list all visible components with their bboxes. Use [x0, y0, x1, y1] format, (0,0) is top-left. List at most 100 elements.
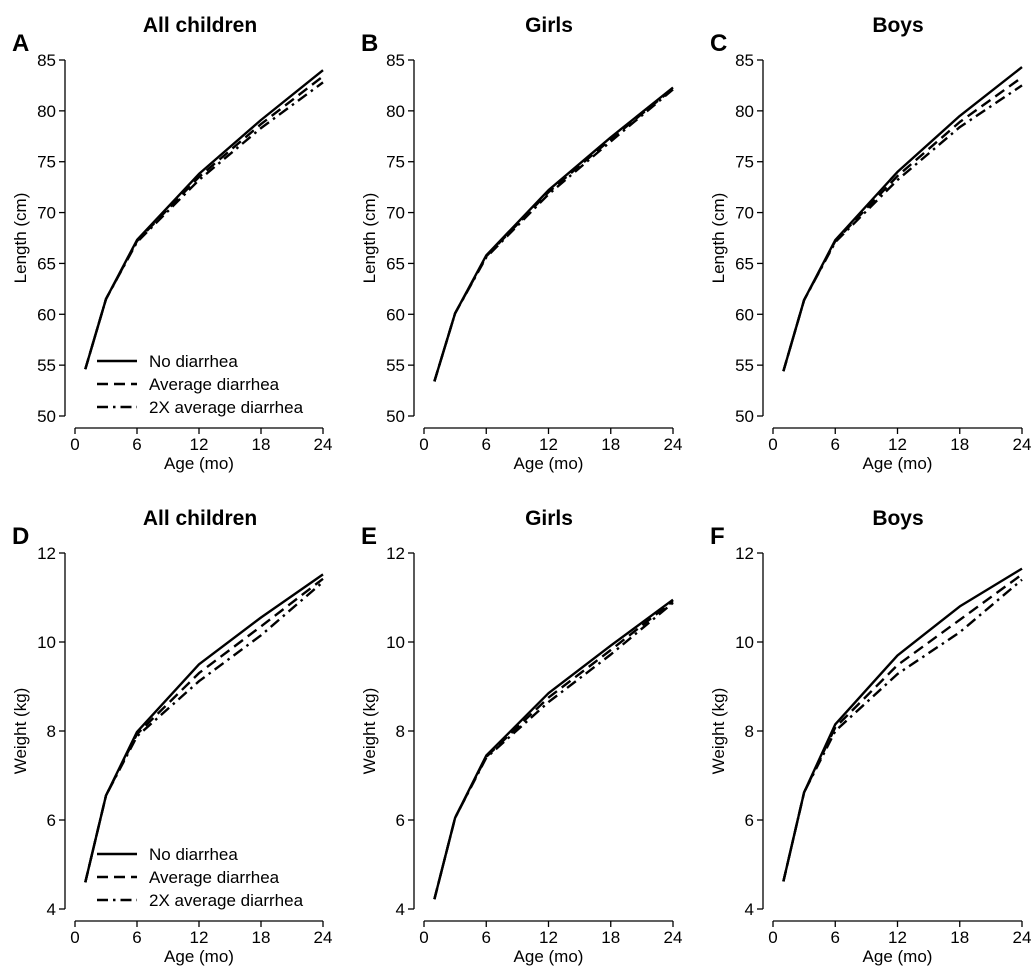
y-axis-label: Weight (kg) — [360, 688, 379, 775]
panel-letter: E — [361, 523, 377, 550]
y-axis-label: Length (cm) — [709, 193, 728, 284]
x-tick-label: 18 — [950, 435, 969, 454]
panel-c: C Boys 50 55 60 65 70 75 80 85 Length (cm) 0 6 12 18 24… — [709, 14, 1031, 473]
x-tick-label: 0 — [768, 928, 777, 947]
legend-label: No diarrhea — [149, 845, 238, 864]
y-axis-label: Weight (kg) — [709, 688, 728, 775]
legend-label: No diarrhea — [149, 352, 238, 371]
series-line-2x-average-diarrhea — [84, 81, 324, 370]
x-tick-label: 18 — [252, 928, 271, 947]
x-axis-label: Age (mo) — [514, 947, 584, 966]
series-line-2x-average-diarrhea — [782, 84, 1023, 372]
y-axis-label: Weight (kg) — [11, 688, 30, 775]
x-tick-label: 0 — [70, 435, 79, 454]
legend-label: Average diarrhea — [149, 868, 280, 887]
panel-title: Boys — [872, 14, 923, 37]
y-tick-label: 10 — [386, 633, 405, 652]
y-axis-label: Length (cm) — [11, 193, 30, 284]
y-tick-label: 70 — [735, 204, 754, 223]
x-tick-label: 24 — [1013, 435, 1032, 454]
y-tick-label: 6 — [745, 811, 754, 830]
x-tick-label: 12 — [190, 435, 209, 454]
y-tick-label: 65 — [735, 254, 754, 273]
y-tick-label: 4 — [47, 900, 56, 919]
x-tick-label: 6 — [831, 928, 840, 947]
series-line-no-diarrhea — [433, 598, 674, 900]
y-tick-label: 50 — [735, 407, 754, 426]
y-tick-label: 85 — [735, 51, 754, 70]
y-tick-label: 4 — [745, 900, 754, 919]
y-tick-label: 60 — [735, 305, 754, 324]
y-tick-label: 6 — [47, 811, 56, 830]
x-tick-label: 12 — [888, 435, 907, 454]
y-tick-label: 6 — [396, 811, 405, 830]
y-tick-label: 50 — [386, 407, 405, 426]
x-tick-label: 24 — [664, 928, 683, 947]
y-tick-label: 4 — [396, 900, 405, 919]
series-line-average-diarrhea — [84, 577, 324, 883]
series-line-2x-average-diarrhea — [433, 601, 674, 900]
series-line-no-diarrhea — [782, 66, 1023, 372]
series-line-average-diarrhea — [433, 87, 674, 382]
y-tick-label: 12 — [735, 544, 754, 563]
x-tick-label: 6 — [482, 435, 491, 454]
y-tick-label: 75 — [386, 153, 405, 172]
panel-title: Girls — [525, 14, 573, 37]
y-tick-label: 75 — [735, 153, 754, 172]
panel-e: E Girls 4 6 8 10 12 Weight (kg) 0 6 12 18 24 Age (mo) — [360, 507, 682, 966]
panel-title: All children — [143, 14, 257, 37]
x-axis-label: Age (mo) — [164, 454, 234, 473]
y-tick-label: 8 — [396, 722, 405, 741]
panel-d: D All children 4 6 8 10 12 Weight (kg) 0 6 12 18 24 A… — [11, 507, 332, 966]
y-tick-label: 12 — [386, 544, 405, 563]
series-line-2x-average-diarrhea — [84, 580, 324, 883]
y-tick-label: 10 — [735, 633, 754, 652]
series-line-average-diarrhea — [433, 600, 674, 900]
series-line-no-diarrhea — [84, 573, 324, 883]
series-line-2x-average-diarrhea — [433, 88, 674, 382]
y-tick-label: 80 — [386, 102, 405, 121]
series-line-average-diarrhea — [84, 75, 324, 370]
legend-label: 2X average diarrhea — [149, 398, 304, 417]
x-tick-label: 0 — [419, 435, 428, 454]
series-line-no-diarrhea — [433, 86, 674, 382]
series-line-average-diarrhea — [782, 573, 1023, 882]
x-tick-label: 24 — [314, 928, 333, 947]
x-tick-label: 24 — [1013, 928, 1032, 947]
y-tick-label: 70 — [386, 204, 405, 223]
x-axis-label: Age (mo) — [863, 947, 933, 966]
y-tick-label: 85 — [386, 51, 405, 70]
x-axis-label: Age (mo) — [863, 454, 933, 473]
y-tick-label: 55 — [386, 356, 405, 375]
panel-title: All children — [143, 507, 257, 530]
x-tick-label: 6 — [132, 435, 141, 454]
panel-letter: F — [710, 523, 725, 550]
y-tick-label: 8 — [745, 722, 754, 741]
legend-label: Average diarrhea — [149, 375, 280, 394]
y-tick-label: 12 — [37, 544, 56, 563]
y-tick-label: 55 — [37, 356, 56, 375]
x-tick-label: 0 — [419, 928, 428, 947]
x-tick-label: 6 — [831, 435, 840, 454]
series-line-no-diarrhea — [782, 567, 1023, 882]
y-tick-label: 80 — [735, 102, 754, 121]
y-tick-label: 55 — [735, 356, 754, 375]
panel-letter: B — [361, 30, 378, 57]
legend: No diarrhea Average diarrhea 2X average di… — [97, 845, 304, 910]
series-line-2x-average-diarrhea — [782, 578, 1023, 882]
y-tick-label: 85 — [37, 51, 56, 70]
panel-title: Boys — [872, 507, 923, 530]
x-tick-label: 18 — [601, 435, 620, 454]
panel-b: B Girls 50 55 60 65 70 75 80 85 Length (cm) 0 6 12 18 2… — [360, 14, 682, 473]
x-tick-label: 12 — [888, 928, 907, 947]
legend: No diarrhea Average diarrhea 2X average di… — [97, 352, 304, 417]
y-tick-label: 50 — [37, 407, 56, 426]
y-tick-label: 60 — [386, 305, 405, 324]
series-line-average-diarrhea — [782, 76, 1023, 372]
x-axis-label: Age (mo) — [164, 947, 234, 966]
x-tick-label: 18 — [950, 928, 969, 947]
panel-letter: D — [12, 523, 29, 550]
series-line-no-diarrhea — [84, 69, 324, 370]
